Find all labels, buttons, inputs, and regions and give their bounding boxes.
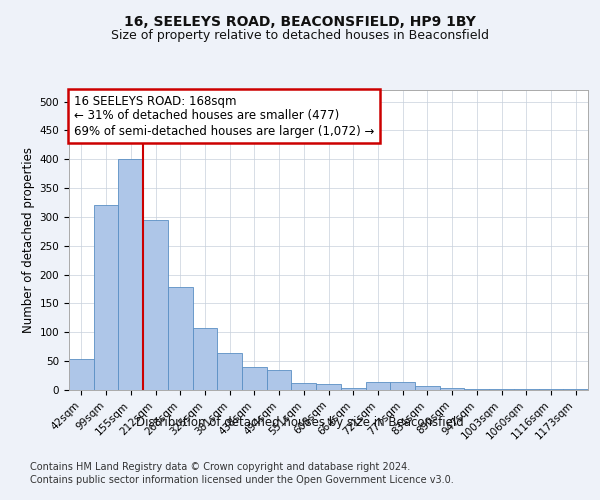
Bar	[341, 388, 365, 390]
Text: Size of property relative to detached houses in Beaconsfield: Size of property relative to detached ho…	[111, 28, 489, 42]
Bar	[539, 389, 563, 390]
Bar	[242, 367, 267, 390]
Bar	[365, 382, 390, 390]
Text: Contains public sector information licensed under the Open Government Licence v3: Contains public sector information licen…	[30, 475, 454, 485]
Bar	[193, 328, 217, 390]
Text: Distribution of detached houses by size in Beaconsfield: Distribution of detached houses by size …	[136, 416, 464, 429]
Bar	[69, 360, 94, 390]
Text: 16 SEELEYS ROAD: 168sqm
← 31% of detached houses are smaller (477)
69% of semi-d: 16 SEELEYS ROAD: 168sqm ← 31% of detache…	[74, 94, 374, 138]
Bar	[464, 389, 489, 390]
Bar	[316, 384, 341, 390]
Bar	[118, 159, 143, 390]
Text: Contains HM Land Registry data © Crown copyright and database right 2024.: Contains HM Land Registry data © Crown c…	[30, 462, 410, 472]
Bar	[563, 389, 588, 390]
Bar	[217, 352, 242, 390]
Bar	[390, 382, 415, 390]
Bar	[440, 388, 464, 390]
Text: 16, SEELEYS ROAD, BEACONSFIELD, HP9 1BY: 16, SEELEYS ROAD, BEACONSFIELD, HP9 1BY	[124, 16, 476, 30]
Bar	[415, 386, 440, 390]
Bar	[168, 288, 193, 390]
Bar	[143, 220, 168, 390]
Y-axis label: Number of detached properties: Number of detached properties	[22, 147, 35, 333]
Bar	[292, 383, 316, 390]
Bar	[94, 206, 118, 390]
Bar	[514, 389, 539, 390]
Bar	[267, 370, 292, 390]
Bar	[489, 389, 514, 390]
